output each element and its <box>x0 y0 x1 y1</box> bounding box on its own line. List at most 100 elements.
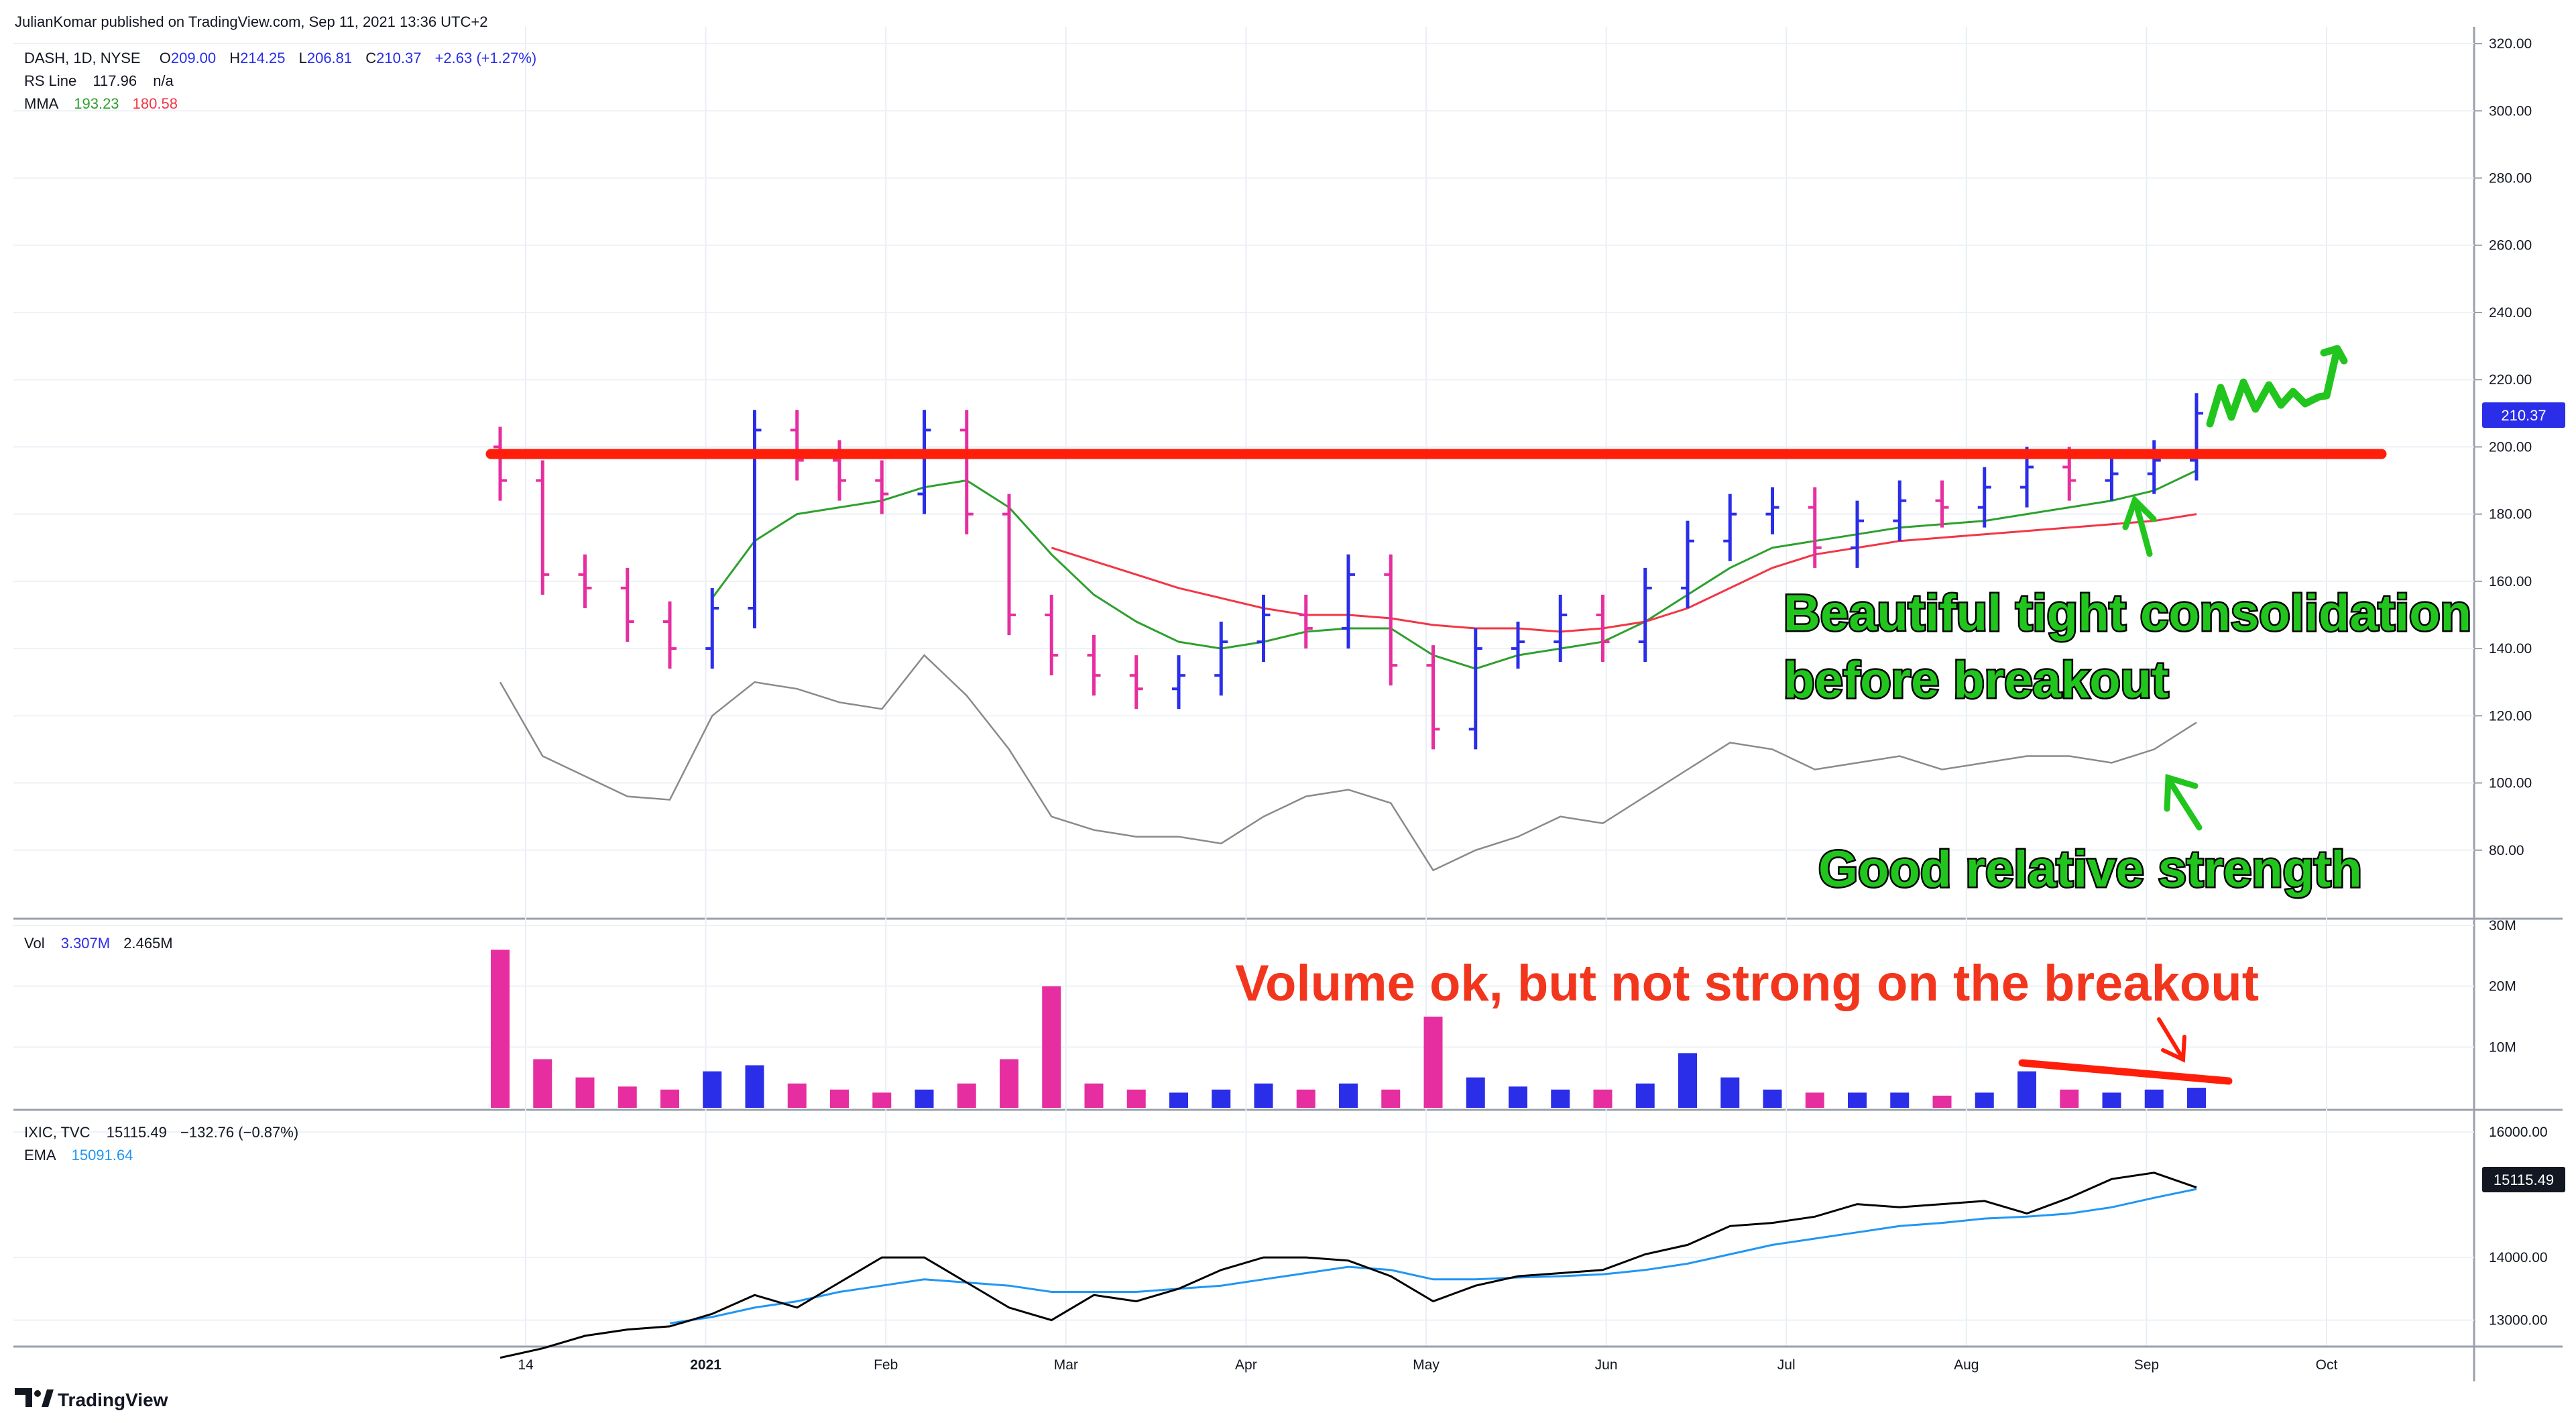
legend-high-label: H <box>229 50 240 66</box>
price-bar <box>917 410 931 514</box>
price-tick-label: 240.00 <box>2489 305 2532 321</box>
volume-tick-label: 10M <box>2489 1039 2516 1055</box>
time-tick-label: 2021 <box>690 1357 721 1373</box>
volume-bar <box>2102 1092 2121 1108</box>
price-tick-label: 300.00 <box>2489 103 2532 119</box>
price-bar <box>959 410 974 534</box>
time-tick-label: Jun <box>1595 1357 1618 1373</box>
price-bar <box>1511 622 1525 669</box>
price-bar <box>1384 554 1398 686</box>
legend-rs-line: RS Line 117.96 n/a <box>24 72 174 89</box>
price-tick-label: 160.00 <box>2489 574 2532 589</box>
volume-bar <box>2060 1089 2079 1108</box>
volume-bar <box>618 1086 637 1108</box>
legend-rs-value: 117.96 <box>93 72 137 89</box>
price-bar <box>2105 453 2119 501</box>
publisher-caption: JulianKomar published on TradingView.com… <box>15 13 487 30</box>
volume-bar <box>787 1083 807 1108</box>
price-bar <box>1596 594 1610 663</box>
mma-layer <box>711 469 2197 670</box>
price-bar <box>748 410 762 629</box>
volume-bar <box>1254 1083 1273 1108</box>
price-bar <box>1851 500 1864 568</box>
volume-legend-label: Vol <box>24 935 45 952</box>
price-tick-label: 260.00 <box>2489 238 2532 253</box>
price-bar <box>1808 487 1822 568</box>
volume-bar <box>2187 1088 2206 1108</box>
price-bar <box>705 587 719 669</box>
volume-bar <box>1169 1092 1188 1108</box>
volume-trend-line <box>2018 1059 2233 1085</box>
volume-bar <box>575 1077 595 1108</box>
ixic-ema-label: EMA <box>24 1147 56 1163</box>
volume-bar <box>1084 1083 1104 1108</box>
annotation-consolidation-line1: Beautiful tight consolidation <box>1783 585 2471 642</box>
last-price-label: 210.37 <box>2501 407 2546 424</box>
price-bar <box>1765 487 1779 534</box>
volume-bar <box>1890 1092 1910 1108</box>
mma-fast-series <box>711 469 2197 670</box>
price-bar <box>1468 628 1482 750</box>
volume-bar <box>1509 1086 1527 1108</box>
volume-bar <box>533 1059 552 1108</box>
breakout-projection-arrow <box>2206 345 2348 428</box>
price-bar <box>493 426 507 501</box>
time-tick-label: Mar <box>1054 1357 1078 1373</box>
volume-bar <box>1678 1053 1697 1108</box>
volume-bar <box>745 1065 764 1108</box>
price-tick-label: 320.00 <box>2489 36 2532 52</box>
ohlc-bars-layer <box>493 393 2203 750</box>
volume-bar <box>1848 1092 1867 1108</box>
last-price-marker: 210.37 <box>2482 402 2565 428</box>
rs-arrow <box>2164 774 2203 831</box>
ixic-legend-close: 15115.49 <box>107 1124 167 1141</box>
volume-bar <box>1381 1089 1401 1108</box>
rs-line-series <box>499 654 2197 872</box>
price-bar <box>1256 594 1271 663</box>
price-tick-label: 80.00 <box>2489 843 2524 858</box>
time-tick-label: Apr <box>1235 1357 1257 1373</box>
legend-mma-fast: 193.23 <box>74 95 119 112</box>
volume-tick-label: 20M <box>2489 979 2516 994</box>
price-bar <box>1214 622 1228 696</box>
ixic-tick-label: 14000.00 <box>2489 1250 2548 1265</box>
volume-bar <box>1042 986 1061 1108</box>
legend-change: +2.63 (+1.27%) <box>435 50 537 66</box>
price-axis[interactable]: 320.00 300.00 280.00 260.00 240.00 220.00 200.… <box>2474 36 2532 858</box>
price-bar <box>620 567 634 642</box>
annotation-relative-strength: Good relative strength <box>1818 841 2362 898</box>
ixic-axis[interactable]: 16000.00 14000.00 13000.00 <box>2489 1125 2548 1328</box>
price-bar <box>1087 635 1101 696</box>
volume-bar <box>1423 1017 1443 1108</box>
price-bar <box>1893 480 1907 541</box>
ixic-tick-label: 13000.00 <box>2489 1313 2548 1328</box>
volume-bar <box>1805 1092 1824 1108</box>
time-tick-label: Oct <box>2316 1357 2338 1373</box>
time-tick-label: Aug <box>1954 1357 1979 1373</box>
price-bar <box>1723 494 1737 561</box>
price-gridlines <box>13 43 2474 851</box>
volume-gridlines <box>13 925 2474 1048</box>
price-bar <box>1299 594 1313 649</box>
annotation-volume: Volume ok, but not strong on the breakou… <box>1235 955 2259 1012</box>
ixic-last-marker: 15115.49 <box>2482 1167 2565 1192</box>
price-bar <box>1129 655 1143 709</box>
price-bar <box>1342 554 1355 649</box>
price-bar <box>1935 480 1949 528</box>
volume-bar <box>872 1092 892 1108</box>
time-axis[interactable]: 14 2021 Feb Mar Apr May Jun Jul Aug Sep Oct <box>518 1357 2337 1373</box>
tradingview-brand: TradingView <box>58 1389 168 1410</box>
price-tick-label: 120.00 <box>2489 708 2532 724</box>
volume-bar <box>1720 1077 1740 1108</box>
time-tick-label: Feb <box>874 1357 898 1373</box>
volume-bar <box>1000 1059 1018 1108</box>
volume-axis[interactable]: 30M 20M 10M <box>2489 918 2516 1055</box>
volume-bar <box>2144 1089 2164 1108</box>
price-bar <box>1554 594 1568 663</box>
legend-symbol: DASH, 1D, NYSE O209.00 H214.25 L206.81 C… <box>24 50 536 66</box>
volume-bar <box>1466 1077 1485 1108</box>
volume-bar <box>491 950 510 1108</box>
volume-bar <box>1339 1083 1358 1108</box>
